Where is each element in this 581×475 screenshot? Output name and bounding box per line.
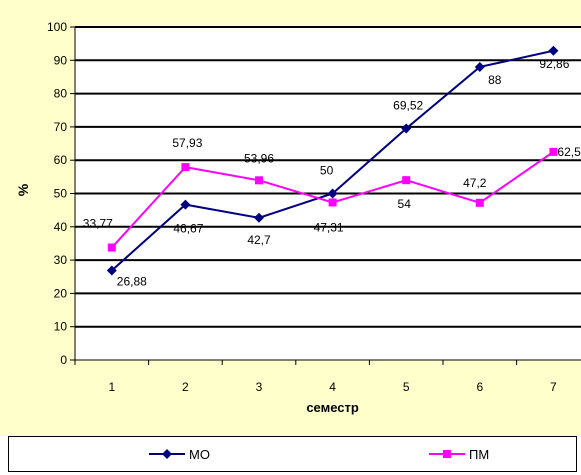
x-tick-labels: 1 2 3 4 5 6 7	[108, 380, 557, 394]
legend: МО ПМ	[8, 436, 577, 472]
data-label-pm: 62,5	[557, 145, 581, 159]
data-label-mo: 26,88	[117, 274, 147, 288]
y-tick-label: 10	[54, 320, 68, 334]
data-label-mo: 50	[320, 164, 334, 178]
legend-item-mo: МО	[149, 437, 210, 471]
x-tick-label: 2	[182, 380, 189, 394]
y-tick-label: 60	[54, 153, 68, 167]
data-point-pm	[475, 198, 484, 207]
x-tick-label: 7	[550, 380, 557, 394]
data-label-pm: 47,2	[463, 176, 487, 190]
data-label-mo: 88	[488, 73, 502, 87]
x-tick-label: 5	[403, 380, 410, 394]
data-point-mo	[401, 123, 412, 134]
legend-label-mo: МО	[189, 446, 210, 462]
chart-svg: 0 10 20 30 40 50 60 70 80 90 100 1 2 3 4 5 6 7 26,88 46,6…	[0, 0, 581, 436]
y-axis-label: %	[15, 183, 31, 196]
y-tick-label: 100	[47, 20, 67, 34]
data-point-mo	[474, 61, 485, 72]
x-tick-label: 3	[256, 380, 263, 394]
legend-label-pm: ПМ	[469, 446, 490, 462]
x-axis-label: семестр	[306, 400, 359, 415]
axes	[70, 26, 581, 365]
data-point-pm	[549, 147, 558, 156]
data-point-pm	[328, 198, 337, 207]
legend-pm-marker-icon	[429, 450, 465, 458]
data-point-mo	[180, 199, 191, 210]
data-label-mo: 46,67	[173, 222, 203, 236]
data-point-pm	[402, 176, 411, 185]
data-label-mo: 69,52	[393, 98, 423, 112]
data-point-pm	[107, 243, 116, 252]
data-labels: 26,88 46,67 42,7 50 69,52 88 92,86 33,77 57,93 53…	[83, 57, 581, 289]
y-tick-labels: 0 10 20 30 40 50 60 70 80 90 100	[47, 20, 67, 367]
data-point-mo	[548, 45, 559, 56]
series-group	[106, 45, 559, 276]
data-label-mo: 92,86	[539, 57, 569, 71]
data-label-pm: 57,93	[172, 136, 202, 150]
data-point-pm	[255, 176, 263, 185]
data-point-mo	[106, 265, 117, 276]
y-tick-label: 30	[54, 253, 68, 267]
legend-mo-marker-icon	[149, 449, 185, 459]
x-tick-label: 4	[329, 380, 336, 394]
legend-item-pm: ПМ	[429, 437, 489, 471]
y-tick-label: 90	[54, 53, 68, 67]
y-tick-label: 0	[60, 353, 67, 367]
data-point-mo	[327, 188, 338, 199]
y-tick-label: 70	[54, 120, 68, 134]
data-label-pm: 54	[398, 197, 412, 211]
data-label-pm: 33,77	[83, 217, 113, 231]
y-tick-label: 40	[54, 220, 68, 234]
x-tick-label: 6	[476, 380, 483, 394]
y-tick-label: 20	[54, 286, 68, 300]
data-point-pm	[181, 163, 190, 172]
x-tick-label: 1	[108, 380, 115, 394]
data-label-mo: 42,7	[247, 233, 271, 247]
data-point-mo	[254, 212, 264, 223]
y-tick-label: 80	[54, 87, 68, 101]
data-label-pm: 47,31	[314, 220, 344, 234]
y-tick-label: 50	[54, 187, 68, 201]
data-label-pm: 53,96	[244, 151, 274, 165]
